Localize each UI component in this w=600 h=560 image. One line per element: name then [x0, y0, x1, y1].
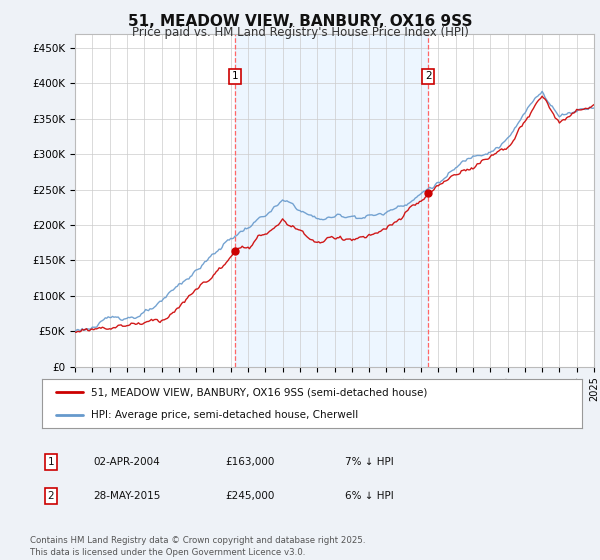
Text: 7% ↓ HPI: 7% ↓ HPI [345, 457, 394, 467]
Text: 6% ↓ HPI: 6% ↓ HPI [345, 491, 394, 501]
Text: 02-APR-2004: 02-APR-2004 [93, 457, 160, 467]
Text: Price paid vs. HM Land Registry's House Price Index (HPI): Price paid vs. HM Land Registry's House … [131, 26, 469, 39]
Text: Contains HM Land Registry data © Crown copyright and database right 2025.
This d: Contains HM Land Registry data © Crown c… [30, 536, 365, 557]
Text: 2: 2 [47, 491, 55, 501]
Text: £163,000: £163,000 [225, 457, 274, 467]
Text: 1: 1 [232, 71, 238, 81]
Text: 51, MEADOW VIEW, BANBURY, OX16 9SS (semi-detached house): 51, MEADOW VIEW, BANBURY, OX16 9SS (semi… [91, 388, 427, 398]
Text: 28-MAY-2015: 28-MAY-2015 [93, 491, 160, 501]
Bar [235, 34, 428, 367]
Text: 2: 2 [425, 71, 431, 81]
Text: HPI: Average price, semi-detached house, Cherwell: HPI: Average price, semi-detached house,… [91, 410, 358, 420]
Text: 51, MEADOW VIEW, BANBURY, OX16 9SS: 51, MEADOW VIEW, BANBURY, OX16 9SS [128, 14, 472, 29]
Text: £245,000: £245,000 [225, 491, 274, 501]
Text: 1: 1 [47, 457, 55, 467]
